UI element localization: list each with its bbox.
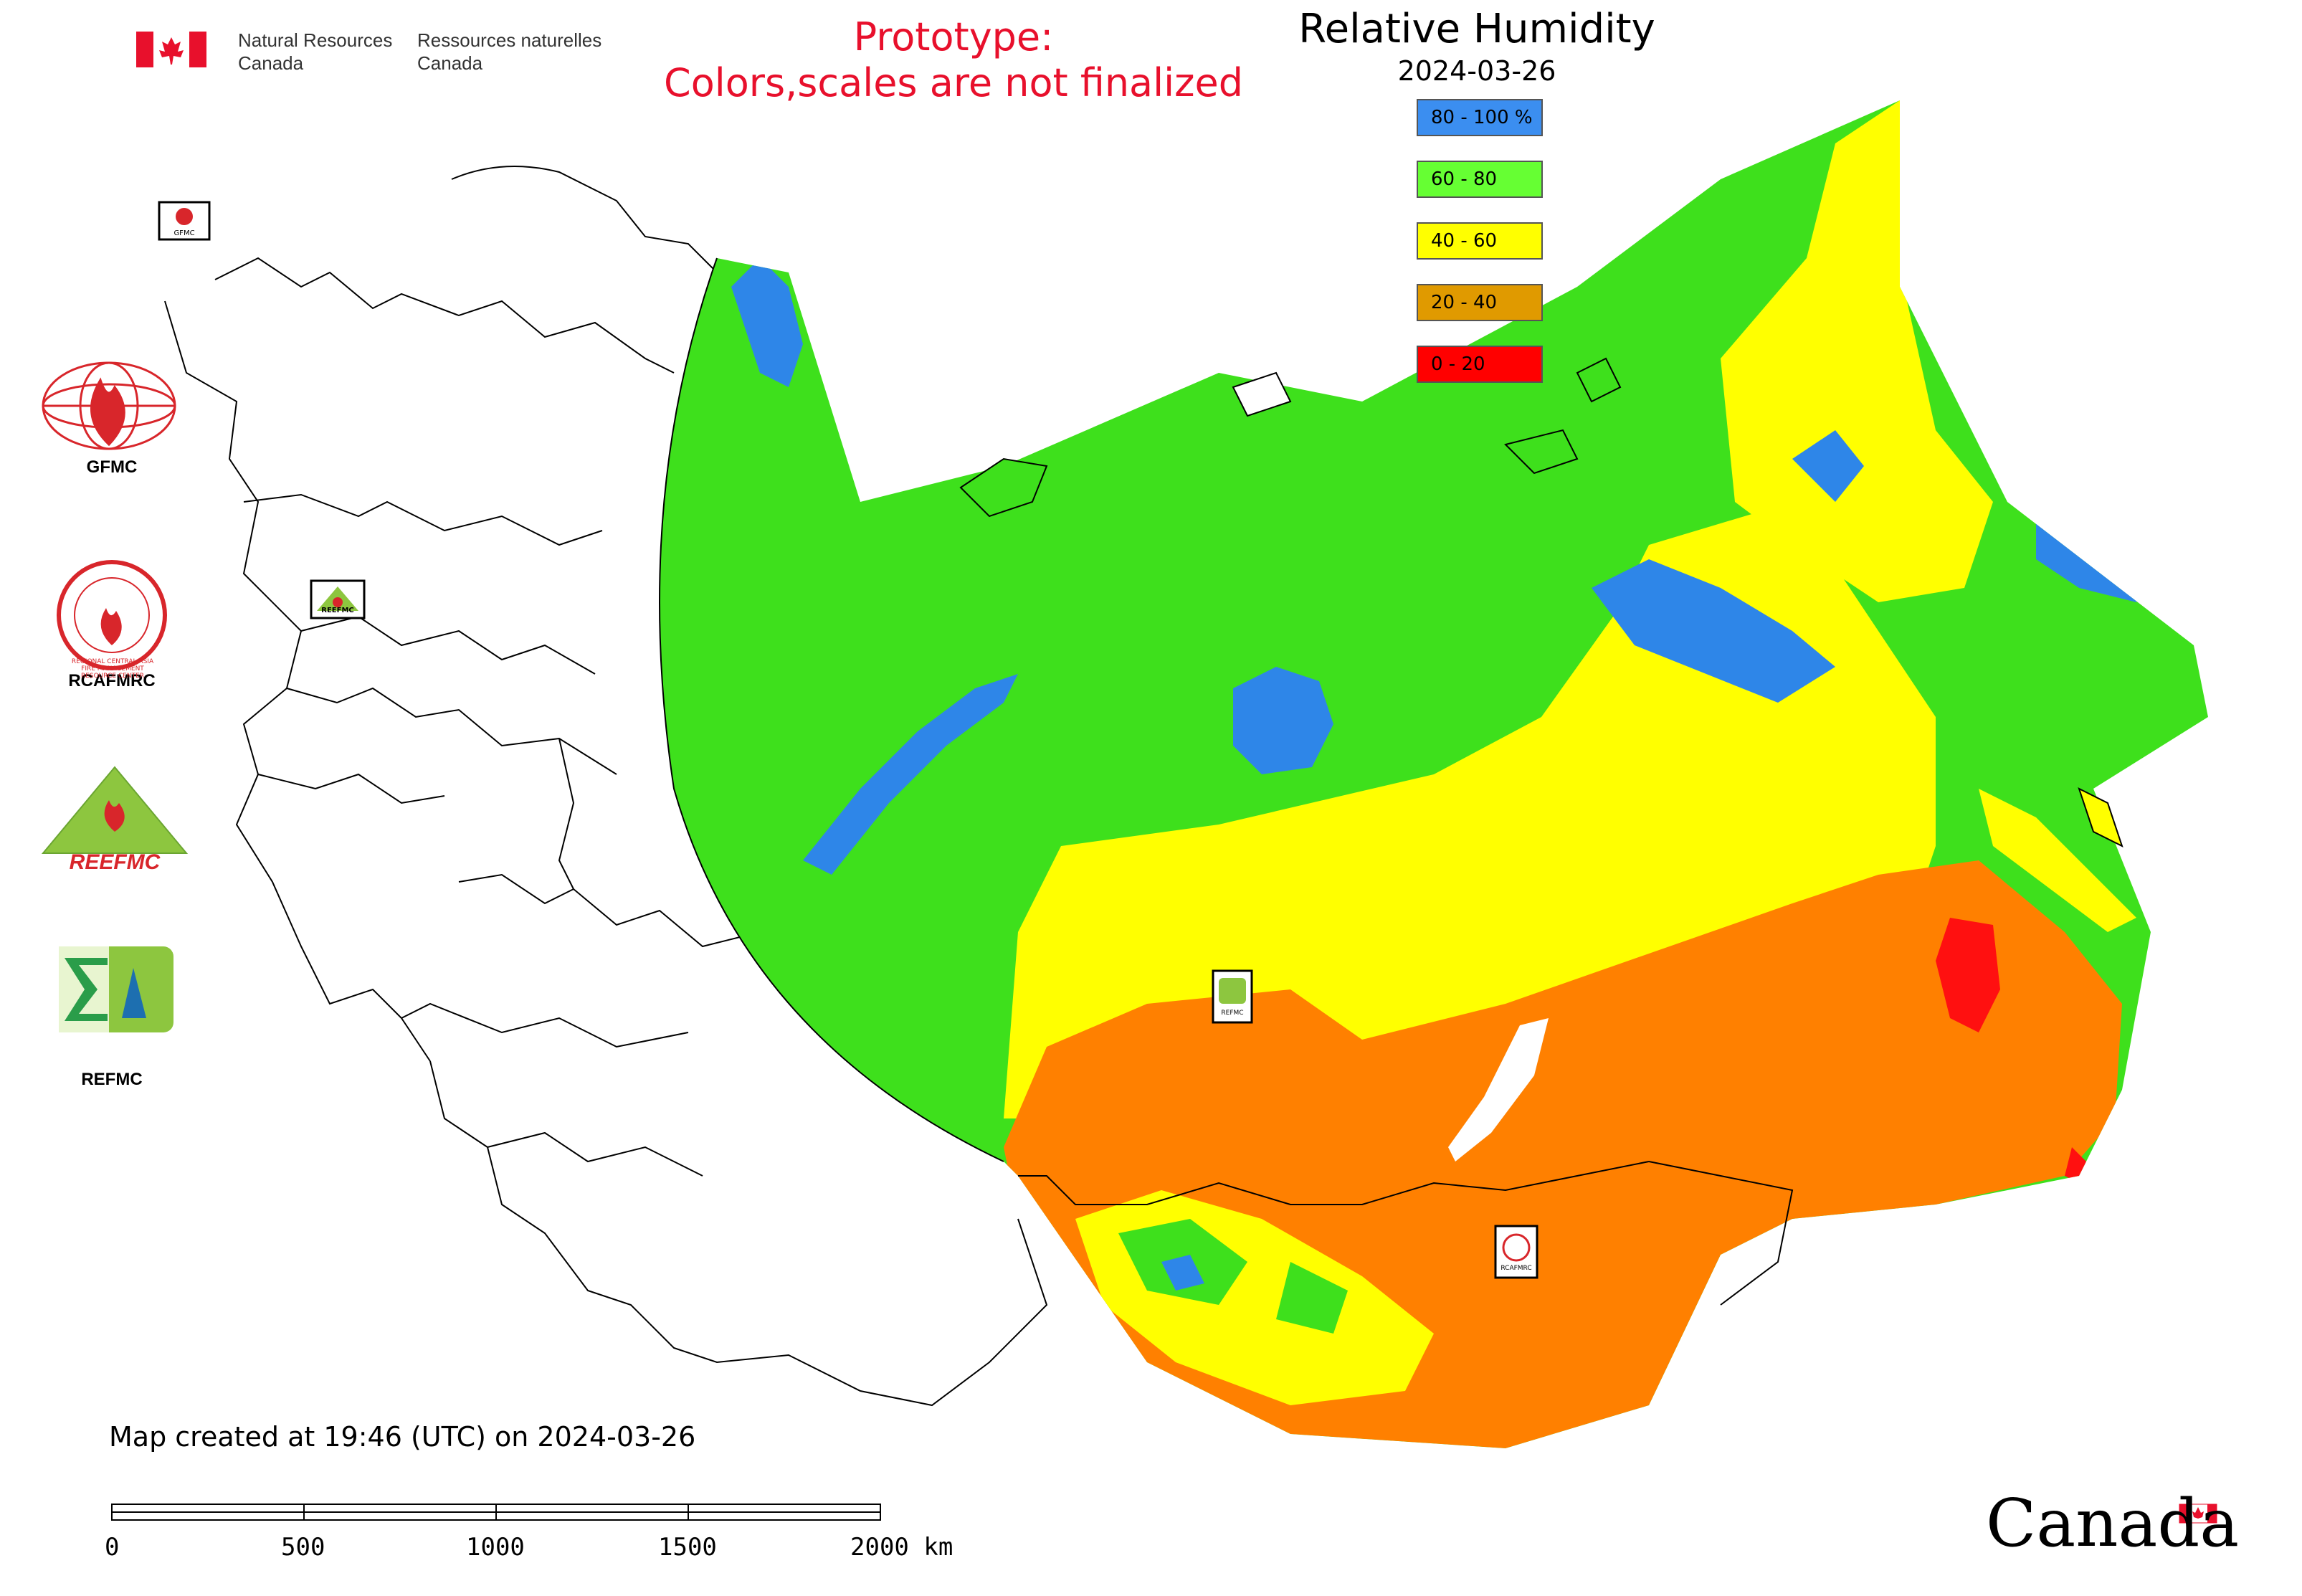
- gfmc-label: GFMC: [86, 457, 138, 477]
- legend-label: 40 - 60: [1431, 230, 1498, 252]
- reefmc-marker-label: REEFMC: [321, 607, 354, 614]
- map-created-caption: Map created at 19:46 (UTC) on 2024-03-26: [109, 1421, 696, 1453]
- scale-tick-0: 0: [105, 1533, 120, 1562]
- gfmc-map-marker: [158, 201, 211, 241]
- reefmc-label: REEFMC: [69, 850, 161, 874]
- scale-tick-2000-km: 2000 km: [850, 1533, 953, 1562]
- rcafmrc-marker-label: RCAFMRC: [1500, 1265, 1532, 1272]
- legend-item-0-20: 0 - 20: [1417, 346, 1543, 383]
- org-name-fr-line1: Ressources naturelles: [417, 29, 602, 51]
- legend-label: 20 - 40: [1431, 292, 1498, 313]
- canada-wordmark-flag-icon: [2179, 1504, 2217, 1524]
- refmc-logo: [59, 946, 173, 1032]
- reefmc-map-marker: [310, 579, 366, 619]
- map-legend: 80 - 100 % 60 - 80 40 - 60 20 - 40 0 - 2…: [1417, 99, 1546, 386]
- legend-label: 0 - 20: [1431, 353, 1485, 375]
- reefmc-logo: [41, 766, 189, 854]
- org-name-fr-line2: Canada: [417, 52, 483, 74]
- western-outline-map: [164, 166, 1048, 1407]
- refmc-marker-label: REFMC: [1221, 1010, 1244, 1017]
- scale-tick-1000: 1000: [466, 1533, 525, 1562]
- gfmc-logo: [42, 361, 176, 450]
- rcafmrc-logo: [57, 560, 167, 670]
- scale-bar: [111, 1504, 881, 1521]
- legend-label: 80 - 100 %: [1431, 107, 1533, 128]
- legend-label: 60 - 80: [1431, 168, 1498, 190]
- prototype-notice: Prototype: Colors,scales are not finaliz…: [631, 14, 1276, 106]
- gfmc-marker-label: GFMC: [173, 229, 195, 237]
- prototype-notice-line1: Prototype:: [853, 14, 1054, 60]
- org-name-en-line2: Canada: [238, 52, 304, 74]
- prototype-notice-line2: Colors,scales are not finalized: [664, 60, 1243, 105]
- canada-wordmark: Canada: [1986, 1485, 2240, 1562]
- rcafmrc-label: RCAFMRC: [68, 671, 156, 690]
- rcafmrc-ring-text: REGIONAL CENTRAL ASIA FIRE MANAGEMENT RE…: [71, 658, 154, 680]
- scale-tick-1500: 1500: [658, 1533, 717, 1562]
- refmc-label: REFMC: [81, 1070, 143, 1089]
- canada-flag-icon: [136, 32, 206, 67]
- arctic-islands: [959, 357, 2123, 847]
- legend-item-60-80: 60 - 80: [1417, 161, 1543, 198]
- map-date: 2024-03-26: [1397, 55, 1556, 87]
- legend-item-80-100: 80 - 100 %: [1417, 99, 1543, 136]
- legend-item-40-60: 40 - 60: [1417, 222, 1543, 260]
- org-name-en-line1: Natural Resources: [238, 29, 393, 51]
- scale-tick-500: 500: [281, 1533, 325, 1562]
- map-title: Relative Humidity: [1298, 6, 1655, 52]
- refmc-map-marker: [1212, 969, 1253, 1024]
- rcafmrc-map-marker: [1494, 1225, 1538, 1279]
- legend-item-20-40: 20 - 40: [1417, 284, 1543, 321]
